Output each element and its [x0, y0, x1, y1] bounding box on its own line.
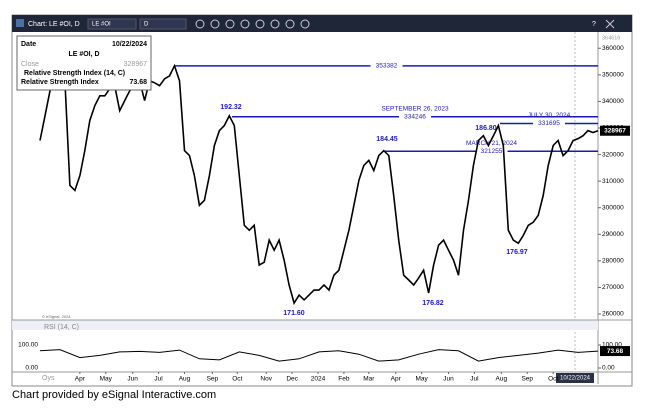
- x-tick-label: Jul: [154, 376, 163, 383]
- x-tick-label: Apr: [75, 376, 86, 383]
- level-label: 321255: [481, 148, 503, 155]
- price-annotation: 184.45: [376, 136, 398, 143]
- x-tick-label: Jul: [470, 376, 479, 383]
- caption: Chart provided by eSignal Interactive.co…: [12, 389, 216, 401]
- info-rsi-value: 73.68: [129, 79, 147, 86]
- tool-icon[interactable]: [285, 19, 295, 29]
- x-tick-label: Jun: [443, 376, 454, 383]
- series-line: [39, 349, 599, 362]
- last-value-badge: [600, 125, 630, 136]
- tool-icon[interactable]: [210, 19, 220, 29]
- app-icon: [16, 19, 24, 27]
- x-tick-label: Nov: [260, 376, 272, 383]
- y-tick-label: 320000: [602, 151, 624, 158]
- y-tick-label: 280000: [602, 258, 624, 265]
- level-label: 353382: [376, 63, 398, 70]
- tool-icon[interactable]: [255, 19, 265, 29]
- level-label-bg: [533, 119, 565, 128]
- level-date: MARCH 21, 2024: [466, 140, 517, 147]
- symbol[interactable]: LE #OI: [92, 22, 111, 28]
- last-value: 73.68: [607, 348, 624, 355]
- y-tick-label-left: 0.00: [25, 365, 38, 372]
- x-tick-label: May: [415, 376, 428, 383]
- period-label: Oys: [42, 375, 55, 382]
- price-annotation: 186.80: [475, 125, 497, 132]
- interval-input[interactable]: [139, 18, 187, 30]
- rsi-header: [12, 320, 598, 330]
- x-tick-label: Oct: [232, 376, 242, 383]
- x-tick-label: Sep: [207, 376, 219, 383]
- y-tick-label: 270000: [602, 284, 624, 291]
- info-symbol: LE #OI, D: [68, 51, 99, 58]
- x-tick-label: Feb: [338, 376, 350, 383]
- y-tick-label: 290000: [602, 231, 624, 238]
- window-title: Chart: LE #OI, D: [28, 21, 80, 28]
- x-tick-label: 2024: [311, 376, 326, 383]
- price-annotation: 176.97: [506, 249, 528, 256]
- x-tick-label: Dec: [286, 376, 298, 383]
- level-date: JULY 30, 2024: [528, 112, 571, 119]
- x-tick-label: Aug: [179, 376, 191, 383]
- info-indicator: Relative Strength Index (14, C): [24, 70, 125, 77]
- tool-icon[interactable]: [195, 19, 205, 29]
- current-date: 10/22/2024: [560, 376, 591, 382]
- y-tick-label: 350000: [602, 72, 624, 79]
- x-tick-label: Aug: [496, 376, 508, 383]
- interval[interactable]: D: [144, 22, 149, 28]
- x-tick-label: Sep: [521, 376, 533, 383]
- level-label-bg: [370, 61, 403, 70]
- level-date: SEPTEMBER 26, 2023: [381, 105, 449, 112]
- level-label: 331695: [538, 120, 560, 127]
- tool-icon[interactable]: [270, 19, 280, 29]
- last-value: 328967: [604, 127, 626, 134]
- level-label: 334246: [404, 113, 426, 120]
- copyright: © eSignal, 2024: [42, 314, 71, 319]
- price-annotation: 192.32: [220, 104, 242, 111]
- help[interactable]: ?: [592, 21, 596, 28]
- info-date: 10/22/2024: [112, 41, 147, 48]
- tool-icon[interactable]: [225, 19, 235, 29]
- y-tick-label-left: 100.00: [18, 342, 38, 349]
- close-icon[interactable]: [605, 19, 615, 29]
- info-date-label: Date: [21, 41, 36, 48]
- x-tick-label: Jun: [127, 376, 138, 383]
- level-label-bg: [399, 112, 431, 121]
- info-box: [16, 35, 152, 91]
- tool-icon[interactable]: [240, 19, 250, 29]
- info-close: 328967: [124, 61, 147, 68]
- y-tick-label: 360000: [602, 45, 624, 52]
- toolbar: [195, 19, 615, 29]
- price-annotation: 171.60: [283, 310, 305, 317]
- x-tick-label: Oct: [548, 376, 558, 383]
- x-tick-label: May: [100, 376, 113, 383]
- rsi-title: RSI (14, C): [44, 324, 79, 331]
- y-tick-label: 300000: [602, 204, 624, 211]
- y-axis-max: 364616: [602, 35, 620, 41]
- y-tick-label: 0.00: [602, 365, 615, 372]
- date-badge: [556, 373, 594, 383]
- x-tick-label: Mar: [363, 376, 375, 383]
- y-tick-label: 260000: [602, 311, 624, 318]
- tool-icon[interactable]: [300, 19, 310, 29]
- y-tick-label: 340000: [602, 98, 624, 105]
- level-label-bg: [475, 147, 508, 156]
- info-close-label: Close: [21, 61, 39, 68]
- price-annotation: 176.82: [422, 300, 444, 307]
- y-tick-label: 100.00: [602, 342, 622, 349]
- symbol-input[interactable]: [87, 18, 137, 30]
- y-tick-label: 310000: [602, 178, 624, 185]
- info-rsi-name: Relative Strength Index: [21, 79, 99, 86]
- last-value-badge: [600, 346, 630, 357]
- x-tick-label: Apr: [391, 376, 402, 383]
